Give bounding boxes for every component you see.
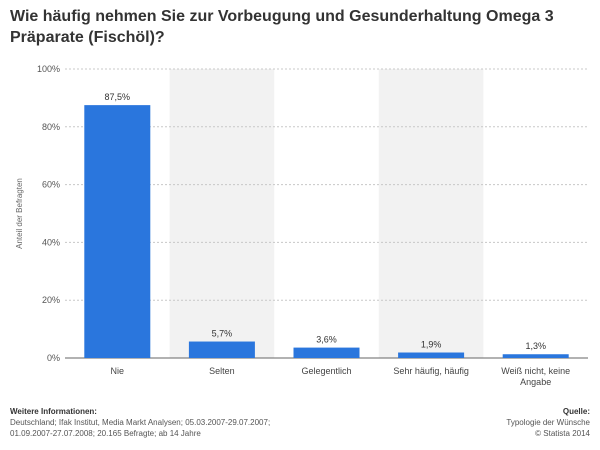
copyright: © Statista 2014 xyxy=(535,429,590,438)
category-band xyxy=(169,69,275,358)
source-name: Typologie der Wünsche xyxy=(506,418,590,427)
x-tick-label: Weiß nicht, keine xyxy=(501,366,570,376)
bar xyxy=(84,105,151,358)
data-label: 1,3% xyxy=(525,341,546,351)
source-heading: Quelle: xyxy=(562,407,590,416)
y-tick-label: 20% xyxy=(42,295,60,305)
data-label: 1,9% xyxy=(421,340,442,350)
x-tick-label: Nie xyxy=(111,366,125,376)
data-label: 87,5% xyxy=(105,92,131,102)
y-axis-label: Anteil der Befragten xyxy=(15,178,24,249)
x-tick-label: Angabe xyxy=(520,377,551,387)
bar xyxy=(188,341,255,358)
y-tick-label: 60% xyxy=(42,180,60,190)
y-tick-label: 40% xyxy=(42,237,60,247)
data-label: 3,6% xyxy=(316,335,337,345)
y-tick-label: 100% xyxy=(37,64,60,74)
data-label: 5,7% xyxy=(212,329,233,339)
bar xyxy=(502,354,569,358)
chart-title: Wie häufig nehmen Sie zur Vorbeugung und… xyxy=(10,8,554,46)
category-band xyxy=(378,69,484,358)
y-tick-label: 0% xyxy=(47,353,60,363)
further-information-heading: Weitere Informationen: xyxy=(10,407,97,416)
further-information: Weitere Informationen: Deutschland; Ifak… xyxy=(10,406,310,439)
x-tick-label: Selten xyxy=(209,366,235,376)
x-tick-label: Gelegentlich xyxy=(301,366,351,376)
bar xyxy=(293,347,360,358)
x-tick-label: Sehr häufig, häufig xyxy=(393,366,469,376)
further-information-text: Deutschland; Ifak Institut, Media Markt … xyxy=(10,418,271,438)
bar xyxy=(398,352,465,358)
y-tick-label: 80% xyxy=(42,122,60,132)
source-info: Quelle: Typologie der Wünsche © Statista… xyxy=(390,406,590,439)
